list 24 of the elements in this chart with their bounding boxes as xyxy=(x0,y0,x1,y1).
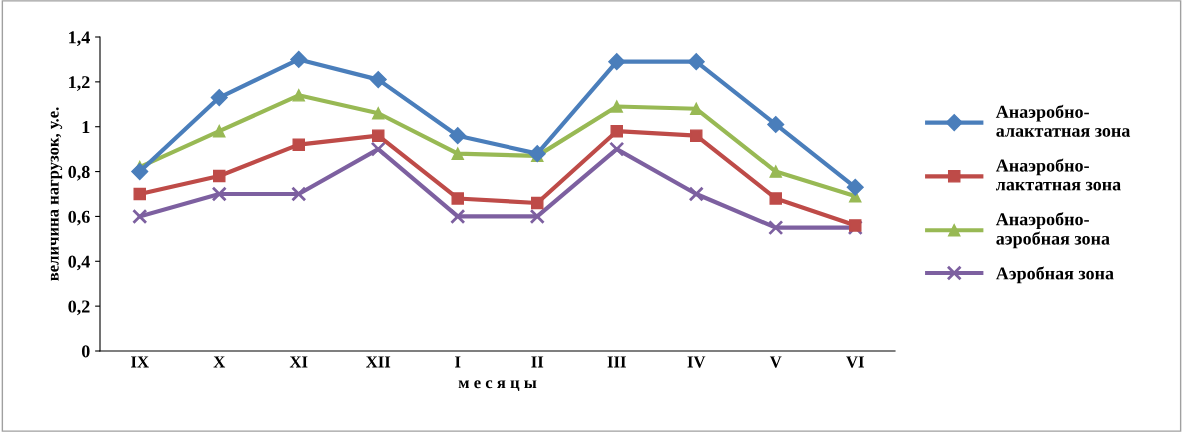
legend-label: Аэробная зона xyxy=(995,266,1114,284)
y-tick-label: 1 xyxy=(82,121,90,133)
x-tick-label: XI xyxy=(289,356,308,368)
x-tick-label: VI xyxy=(846,356,864,368)
x-axis-title: м е с я ц ы xyxy=(458,380,537,391)
x-tick-label: V xyxy=(769,356,782,368)
x-tick-label: II xyxy=(531,356,544,368)
legend-label: Анаэробно- аэробная зона xyxy=(995,212,1110,249)
y-tick-label: 1,4 xyxy=(69,31,90,47)
y-tick-label: 0,6 xyxy=(68,210,90,226)
y-tick-label: 0,2 xyxy=(68,300,90,316)
x-tick-label: III xyxy=(607,356,626,368)
y-tick-label: 0,8 xyxy=(68,165,90,181)
y-tick-label: 1,2 xyxy=(69,76,90,91)
x-tick-label: I xyxy=(455,356,461,368)
y-tick-label: 0,4 xyxy=(68,255,90,271)
y-tick-label: 0 xyxy=(81,345,90,358)
legend-label: Анаэробно- лактатная зона xyxy=(995,158,1121,191)
y-axis-title: величина нагрузок, у.е. xyxy=(50,107,63,281)
x-tick-label: IV xyxy=(687,356,706,368)
x-tick-label: X xyxy=(213,356,226,368)
x-tick-label: XII xyxy=(366,356,391,368)
legend-label: Анаэробно- алактатная зона xyxy=(995,104,1131,137)
x-tick-label: IX xyxy=(131,356,149,368)
